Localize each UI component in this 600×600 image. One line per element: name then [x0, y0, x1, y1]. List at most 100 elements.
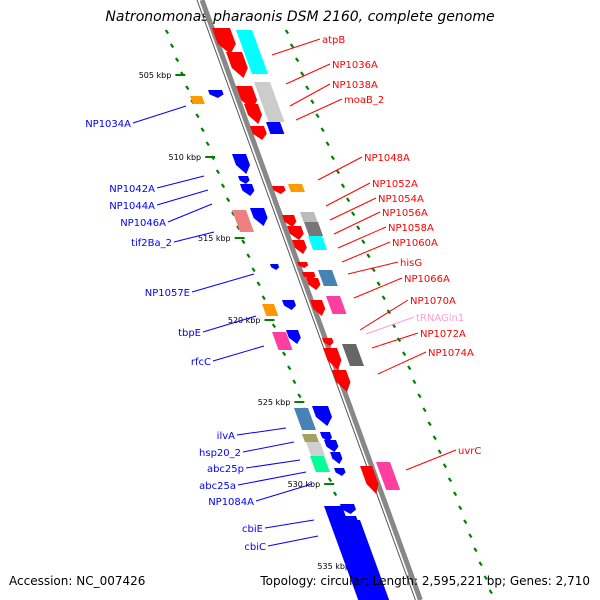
left-label-leader	[156, 189, 209, 206]
forward-gene-glyph	[306, 278, 321, 290]
cbi-block	[324, 506, 377, 600]
reverse-gene-glyph	[238, 176, 250, 184]
left-label-leader	[173, 231, 215, 243]
right-label-leader	[405, 449, 457, 471]
left-label-leader	[245, 459, 301, 469]
forward-gene-glyph	[250, 126, 267, 140]
right-track-tick	[295, 57, 300, 63]
left-track-tick	[287, 365, 292, 371]
reverse-gene-glyph	[320, 432, 333, 442]
reverse-gene-glyph	[324, 440, 339, 452]
right-track-tick	[488, 589, 493, 595]
right-track-tick	[478, 561, 483, 567]
left-label-leader	[267, 535, 319, 547]
right-label-leader	[377, 351, 427, 375]
right-gene-label: moaB_2	[344, 95, 384, 106]
left-gene-label: NP1046A	[120, 218, 166, 229]
green-block	[310, 456, 330, 472]
left-track-tick	[215, 169, 220, 175]
forward-gene-glyph	[282, 215, 297, 227]
kbp-tick-label: 525 kbp	[258, 398, 291, 407]
right-label-leader	[347, 261, 399, 275]
left-track-tick	[185, 85, 190, 91]
right-gene-label: hisG	[400, 258, 422, 269]
left-gene-label: tif2Ba_2	[131, 238, 172, 249]
left-gene-label: abc25p	[207, 464, 244, 475]
steelblue-block	[294, 408, 317, 430]
right-track-tick	[376, 281, 381, 287]
right-track-tick	[427, 421, 432, 427]
gray-block	[304, 222, 324, 236]
right-gene-label: NP1052A	[372, 179, 418, 190]
left-label-leader	[156, 175, 205, 189]
right-gene-label: atpB	[322, 35, 345, 46]
left-track-tick	[220, 183, 226, 189]
right-track-tick	[371, 267, 376, 273]
forward-gene-glyph	[226, 52, 248, 78]
right-gene-label: NP1048A	[364, 153, 410, 164]
left-label-leader	[202, 315, 257, 333]
right-label-leader	[285, 63, 331, 85]
right-gene-label: NP1070A	[410, 296, 456, 307]
left-track-tick	[261, 295, 266, 301]
right-track-tick	[361, 239, 366, 245]
left-label-leader	[255, 483, 313, 502]
right-track-tick	[442, 463, 448, 469]
right-track-tick	[381, 295, 386, 301]
left-gene-label: rfcC	[191, 357, 211, 368]
right-track-tick	[310, 99, 315, 105]
right-track-tick	[345, 197, 351, 203]
right-track-tick	[289, 43, 295, 49]
right-gene-label: NP1038A	[332, 80, 378, 91]
right-gene-label: uvrC	[458, 446, 481, 457]
right-gene-label: tRNAGln1	[416, 313, 464, 324]
left-gene-label: NP1084A	[208, 497, 254, 508]
genome-backbone-edge	[196, 0, 416, 600]
left-gene-label: cbiC	[244, 542, 266, 553]
left-track-tick	[175, 57, 180, 63]
right-track-tick	[468, 533, 473, 539]
right-track-tick	[320, 127, 325, 133]
reverse-gene-glyph	[250, 208, 268, 226]
left-track-tick	[292, 379, 297, 385]
salmon-block	[232, 210, 255, 232]
orange-block	[288, 184, 305, 192]
right-gene-label: NP1036A	[332, 60, 378, 71]
right-track-tick	[325, 141, 330, 147]
reverse-gene-glyph	[282, 300, 297, 310]
right-track-tick	[330, 155, 335, 161]
left-track-tick	[200, 127, 205, 133]
left-gene-label: ilvA	[217, 431, 235, 442]
orange-block	[262, 304, 279, 316]
left-gene-label: hsp20_2	[199, 448, 241, 459]
right-gene-label: NP1066A	[404, 274, 450, 285]
left-gene-label: NP1034A	[85, 119, 131, 130]
cyan-block	[308, 236, 328, 250]
left-label-leader	[167, 203, 213, 223]
right-track-tick	[284, 29, 290, 35]
right-label-leader	[329, 197, 377, 221]
gray-block	[306, 442, 326, 456]
reverse-gene-glyph	[208, 90, 224, 98]
left-gene-label: NP1057E	[145, 288, 190, 299]
right-gene-label: NP1056A	[382, 208, 428, 219]
right-gene-label: NP1054A	[378, 194, 424, 205]
olive-block	[302, 434, 319, 442]
right-track-tick	[417, 393, 422, 399]
right-track-tick	[463, 519, 468, 525]
right-track-tick	[315, 113, 320, 119]
forward-gene-glyph	[310, 300, 326, 316]
left-label-leader	[242, 441, 295, 453]
gray-block	[300, 212, 318, 222]
right-track-tick	[437, 449, 442, 455]
right-track-tick	[351, 211, 356, 217]
kbp-tick-label: 510 kbp	[169, 153, 202, 162]
right-gene-label: NP1072A	[420, 329, 466, 340]
left-track-tick	[256, 281, 261, 287]
right-track-tick	[483, 575, 488, 581]
reverse-gene-glyph	[240, 184, 255, 196]
left-track-tick	[297, 393, 302, 399]
forward-gene-glyph	[360, 466, 379, 494]
right-label-leader	[317, 156, 363, 181]
